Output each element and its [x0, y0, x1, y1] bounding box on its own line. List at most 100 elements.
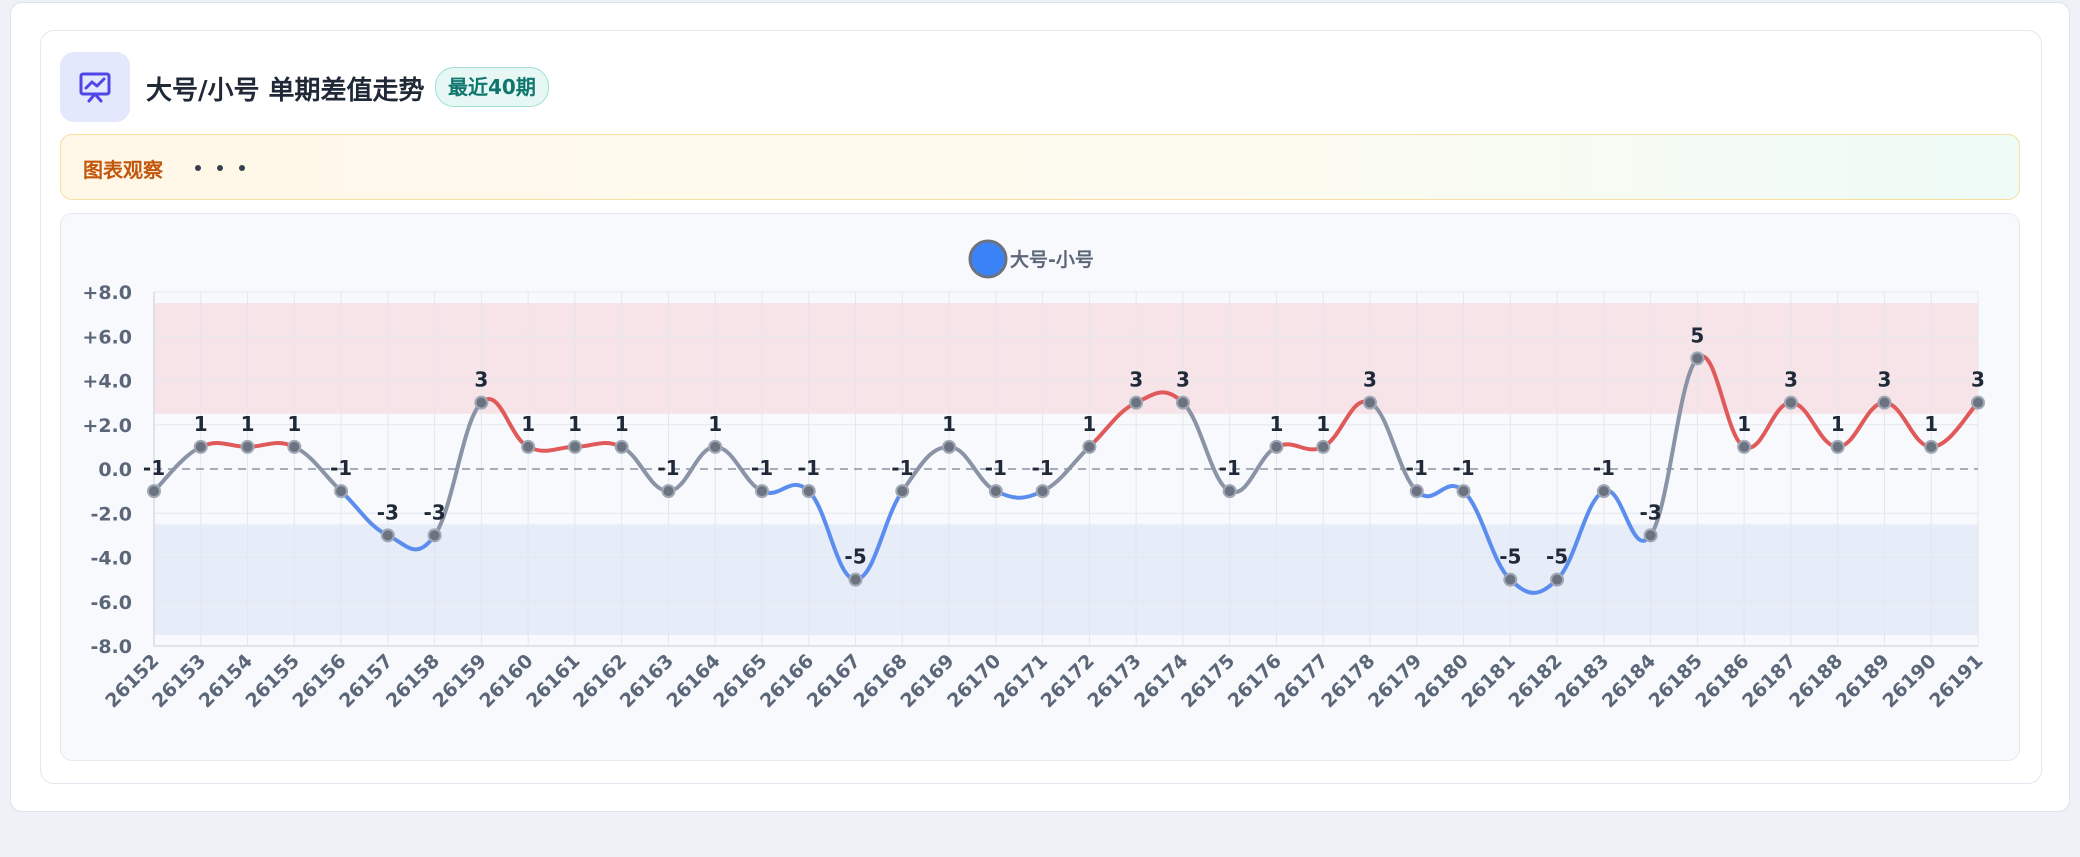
value-label: -3 — [1640, 500, 1662, 524]
value-label: 1 — [1270, 412, 1284, 436]
y-tick-label: +4.0 — [82, 371, 132, 393]
point — [1363, 395, 1377, 410]
point — [287, 439, 302, 454]
value-label: 1 — [1082, 412, 1096, 436]
line-segment — [199, 440, 248, 449]
value-label: 3 — [1363, 368, 1377, 392]
line-segment — [1275, 442, 1325, 452]
point — [1924, 439, 1939, 454]
value-label: 1 — [1924, 412, 1938, 436]
point — [661, 484, 676, 499]
y-tick-label: +6.0 — [82, 326, 132, 348]
value-label: -1 — [985, 456, 1007, 480]
point — [1783, 395, 1798, 410]
value-label: 3 — [1176, 368, 1190, 392]
value-label: -1 — [1219, 456, 1241, 480]
value-label: 1 — [615, 412, 629, 436]
value-label: -1 — [657, 456, 679, 480]
point — [1690, 351, 1705, 366]
legend-label: 大号-小号 — [1010, 248, 1094, 271]
point — [427, 528, 442, 543]
point — [1175, 395, 1190, 410]
dot — [195, 165, 201, 171]
value-label: 1 — [194, 412, 208, 436]
point — [1035, 484, 1050, 499]
chart-icon — [60, 52, 130, 122]
dot — [217, 165, 223, 171]
value-label: 1 — [1831, 412, 1845, 436]
value-label: -5 — [1499, 545, 1521, 569]
value-label: -1 — [798, 456, 820, 480]
band — [154, 303, 1978, 414]
point — [1877, 395, 1892, 410]
line-segment — [1181, 401, 1231, 493]
point — [567, 439, 582, 454]
point — [380, 528, 395, 543]
point — [1082, 439, 1097, 454]
value-label: 3 — [1878, 368, 1892, 392]
point — [1129, 395, 1144, 410]
point — [848, 572, 863, 587]
value-label: -1 — [1032, 456, 1054, 480]
point — [147, 484, 161, 499]
point — [474, 395, 489, 410]
y-tick-label: -8.0 — [90, 636, 132, 658]
observation-bar[interactable]: 图表观察 — [60, 134, 2020, 200]
line-segment — [994, 489, 1044, 500]
y-tick-label: +8.0 — [82, 282, 132, 304]
point — [1409, 484, 1424, 499]
point — [1830, 439, 1845, 454]
point — [334, 484, 349, 499]
y-tick-label: -2.0 — [90, 503, 132, 525]
value-label: -1 — [751, 456, 773, 480]
band — [154, 524, 1978, 635]
value-label: 1 — [942, 412, 956, 436]
point — [1971, 395, 1985, 410]
point — [1643, 528, 1658, 543]
title: 大号/小号 单期差值走势 — [146, 76, 425, 106]
icon-svg — [79, 72, 111, 103]
value-label: 1 — [521, 412, 535, 436]
point — [1316, 439, 1331, 454]
value-label: -5 — [1546, 545, 1568, 569]
line-segment — [1648, 356, 1699, 537]
point — [614, 439, 629, 454]
point — [1737, 439, 1752, 454]
point — [521, 439, 536, 454]
value-label: 3 — [1971, 368, 1985, 392]
value-label: 1 — [241, 412, 255, 436]
value-label: -1 — [330, 456, 352, 480]
legend-marker — [968, 239, 1008, 279]
point — [755, 484, 769, 499]
point — [988, 484, 1003, 499]
x-tick-label: 26191 — [1925, 650, 1987, 712]
point — [1222, 484, 1237, 499]
line-segment — [1555, 489, 1605, 582]
value-label: 3 — [1129, 368, 1143, 392]
y-tick-label: -6.0 — [90, 592, 132, 614]
point — [193, 439, 208, 454]
value-label: 1 — [1316, 412, 1330, 436]
line-segment — [432, 401, 483, 537]
point — [1503, 572, 1518, 587]
line-segment — [1462, 489, 1512, 582]
value-label: -1 — [891, 456, 913, 480]
y-tick-label: -4.0 — [90, 548, 132, 570]
value-label: -1 — [1406, 456, 1428, 480]
value-label: 1 — [1737, 412, 1751, 436]
value-label: 1 — [287, 412, 301, 436]
value-label: 3 — [474, 368, 488, 392]
value-label: -1 — [1593, 456, 1615, 480]
point — [895, 484, 910, 499]
value-label: -1 — [143, 456, 165, 480]
value-label: -5 — [844, 545, 866, 569]
value-label: 5 — [1690, 323, 1704, 347]
line-segment — [1368, 400, 1419, 493]
observation-label: 图表观察 — [83, 158, 163, 182]
line-segment — [574, 440, 623, 449]
point — [708, 439, 723, 454]
line-segment — [761, 483, 811, 495]
badge: 最近40期 — [435, 67, 549, 107]
